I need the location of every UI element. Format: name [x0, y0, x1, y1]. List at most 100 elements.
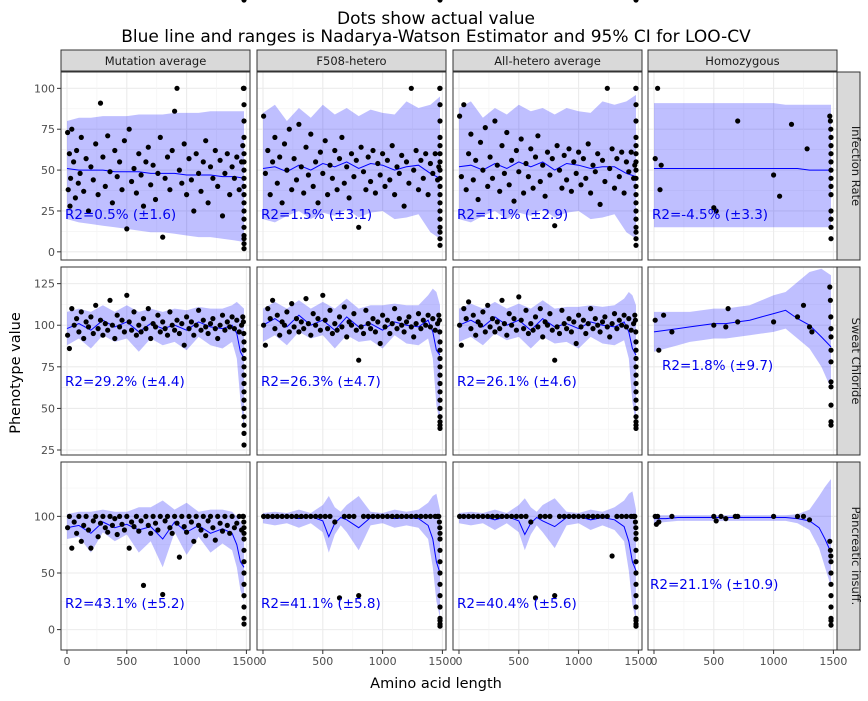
- data-point: [83, 513, 89, 520]
- data-point: [382, 183, 388, 189]
- data-point: [537, 513, 543, 520]
- data-point: [140, 203, 147, 209]
- data-point: [69, 306, 75, 312]
- data-point: [576, 149, 582, 155]
- data-point: [236, 513, 242, 520]
- data-point: [633, 339, 639, 345]
- data-point: [181, 141, 187, 147]
- data-point: [241, 118, 247, 124]
- data-point: [583, 175, 589, 181]
- data-point: [537, 178, 543, 185]
- data-point: [403, 159, 410, 165]
- data-point: [619, 322, 625, 328]
- x-tick-label: 500: [508, 655, 529, 668]
- data-point: [212, 537, 218, 543]
- data-point: [332, 519, 338, 525]
- data-point: [317, 513, 323, 520]
- data-point: [241, 414, 247, 420]
- data-point: [210, 525, 216, 531]
- data-point: [525, 174, 532, 180]
- data-point: [289, 513, 295, 520]
- data-point: [117, 513, 123, 520]
- facet-panel: R2=26.1% (±4.6): [452, 266, 643, 456]
- data-point: [384, 157, 390, 163]
- data-point: [148, 530, 154, 536]
- data-point: [611, 185, 618, 191]
- data-point: [497, 188, 503, 194]
- data-point: [322, 317, 328, 323]
- data-point: [408, 513, 414, 520]
- data-point: [561, 321, 567, 327]
- data-point: [241, 330, 247, 337]
- data-point: [806, 517, 813, 523]
- data-point: [542, 513, 548, 520]
- data-point: [457, 113, 463, 119]
- data-point: [828, 151, 834, 157]
- data-point: [107, 169, 113, 175]
- data-point: [633, 559, 639, 565]
- data-point: [633, 530, 639, 536]
- x-tick-label: 0: [259, 655, 266, 668]
- data-point: [85, 208, 92, 214]
- r2-label: R2=41.1% (±5.8): [261, 596, 381, 612]
- y-tick-label: 100: [34, 319, 55, 332]
- x-tick-label: 0: [63, 655, 70, 668]
- data-point: [809, 329, 815, 335]
- x-axis-title: Amino acid length: [370, 676, 502, 692]
- data-point: [241, 236, 247, 242]
- data-point: [828, 581, 834, 587]
- data-point: [387, 177, 393, 183]
- data-point: [828, 618, 834, 624]
- data-point: [552, 593, 558, 599]
- data-point: [480, 513, 486, 520]
- data-point: [78, 538, 84, 544]
- data-point: [133, 190, 139, 196]
- data-point: [172, 327, 178, 333]
- data-point: [241, 525, 247, 531]
- data-point: [114, 174, 120, 180]
- data-point: [571, 513, 577, 520]
- data-point: [564, 177, 570, 183]
- y-tick-label: 0: [48, 246, 55, 259]
- data-point: [485, 302, 491, 308]
- data-point: [138, 329, 144, 335]
- data-point: [303, 296, 309, 302]
- data-point: [176, 330, 182, 337]
- data-point: [658, 162, 664, 168]
- data-point: [322, 138, 328, 144]
- data-point: [169, 530, 175, 536]
- data-point: [181, 524, 187, 530]
- data-point: [382, 324, 388, 330]
- data-point: [310, 311, 316, 317]
- column-strip: [452, 49, 643, 72]
- data-point: [293, 513, 300, 520]
- data-point: [602, 314, 608, 320]
- data-point: [633, 581, 639, 587]
- data-point: [148, 335, 154, 342]
- data-point: [497, 326, 503, 332]
- data-point: [317, 149, 323, 155]
- data-point: [136, 151, 142, 157]
- data-point: [274, 513, 280, 520]
- data-point: [351, 311, 357, 317]
- data-point: [277, 332, 283, 338]
- data-point: [394, 164, 400, 170]
- data-point: [351, 513, 357, 520]
- data-point: [241, 175, 247, 181]
- data-point: [616, 317, 622, 323]
- data-point: [457, 513, 463, 520]
- panel-background: [453, 72, 642, 260]
- data-point: [408, 324, 414, 330]
- data-point: [71, 519, 77, 525]
- data-point: [240, 143, 246, 149]
- data-point: [401, 329, 407, 335]
- data-point: [437, 339, 443, 345]
- data-point: [274, 312, 280, 318]
- data-point: [131, 165, 137, 172]
- data-point: [241, 430, 247, 436]
- data-point: [470, 513, 476, 520]
- data-point: [556, 513, 563, 520]
- data-point: [65, 332, 71, 338]
- y-tick-label: 75: [41, 123, 55, 136]
- data-point: [633, 405, 639, 411]
